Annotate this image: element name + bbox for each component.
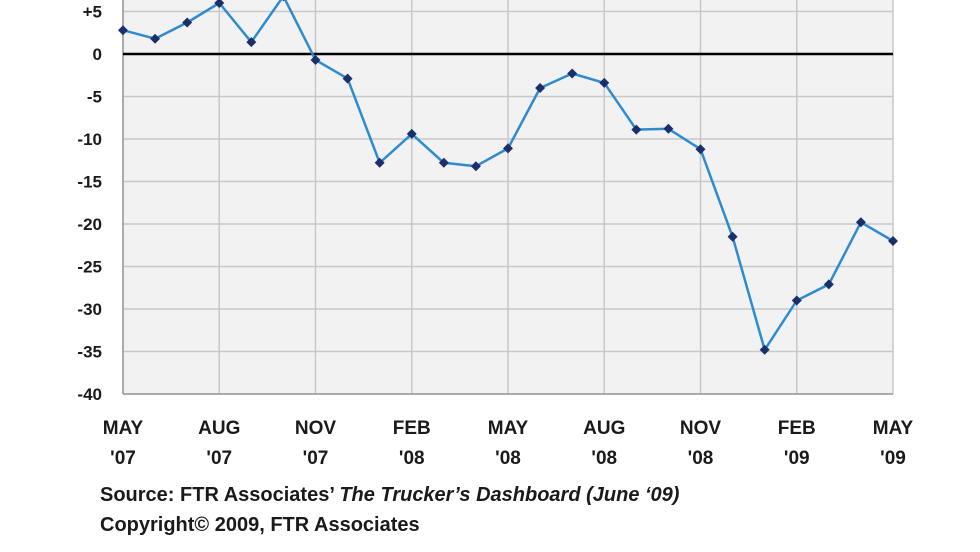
data-point xyxy=(855,217,866,228)
y-tick-label: -25 xyxy=(77,258,102,277)
y-tick-label: -40 xyxy=(77,385,102,404)
data-point xyxy=(118,25,128,36)
y-tick-label: -15 xyxy=(77,173,102,192)
x-tick-month: FEB xyxy=(393,418,431,439)
x-tick-year: '08 xyxy=(495,448,521,469)
data-point xyxy=(438,157,449,168)
source-prefix: Source: FTR Associates’ xyxy=(100,484,340,506)
x-tick-month: NOV xyxy=(680,418,722,439)
y-tick-label: +5 xyxy=(83,3,102,22)
data-point xyxy=(535,83,546,93)
x-tick-year: '07 xyxy=(303,448,329,469)
x-tick-labels: MAY '07 AUG '07 NOV '07 FEB '08 MAY '08 AUG '08 NOV '… xyxy=(103,418,914,469)
data-point xyxy=(503,143,513,154)
data-point xyxy=(246,37,257,48)
data-point xyxy=(695,144,706,155)
source-title: The Trucker’s Dashboard (June ‘09) xyxy=(339,484,680,506)
y-tick-label: 0 xyxy=(93,45,102,64)
x-tick-year: '07 xyxy=(206,448,232,469)
x-tick-month: MAY xyxy=(488,418,529,439)
x-tick-year: '07 xyxy=(110,448,136,469)
x-tick-year: '09 xyxy=(880,448,906,469)
data-point xyxy=(663,123,674,134)
data-point xyxy=(631,124,642,135)
x-tick-year: '08 xyxy=(399,448,425,469)
y-tick-labels: +5 0 -5 -10 -15 -20 -25 -30 -35 -40 xyxy=(77,3,102,405)
x-tick-month: MAY xyxy=(103,418,144,439)
x-tick-year: '09 xyxy=(784,448,810,469)
y-tick-label: -5 xyxy=(87,88,102,107)
x-tick-year: '08 xyxy=(591,448,617,469)
data-point xyxy=(599,77,610,88)
data-point xyxy=(282,0,285,2)
y-tick-label: -20 xyxy=(77,215,102,234)
x-tick-month: FEB xyxy=(778,418,816,439)
axes xyxy=(122,0,893,395)
y-tick-label: -35 xyxy=(77,343,102,362)
y-tick-label: -10 xyxy=(77,130,102,149)
data-point xyxy=(182,17,193,28)
data-point xyxy=(214,0,225,8)
data-point xyxy=(342,73,353,84)
data-point xyxy=(759,344,770,355)
data-point xyxy=(374,157,385,168)
x-tick-month: NOV xyxy=(295,418,337,439)
data-point xyxy=(727,231,738,242)
data-point xyxy=(567,68,578,79)
data-point xyxy=(406,128,417,139)
data-point xyxy=(310,54,321,65)
source-note: Source: FTR Associates’ The Trucker’s Da… xyxy=(100,484,679,507)
data-series xyxy=(118,0,898,355)
x-tick-year: '08 xyxy=(688,448,714,469)
data-point xyxy=(888,236,898,246)
x-tick-month: MAY xyxy=(873,418,914,439)
data-point xyxy=(823,279,834,290)
x-tick-month: AUG xyxy=(583,418,625,439)
data-point xyxy=(470,161,481,172)
data-point xyxy=(150,33,161,44)
x-tick-month: AUG xyxy=(198,418,240,439)
data-point xyxy=(791,295,802,306)
copyright-note: Copyright© 2009, FTR Associates xyxy=(100,514,420,536)
y-tick-label: -30 xyxy=(77,300,102,319)
